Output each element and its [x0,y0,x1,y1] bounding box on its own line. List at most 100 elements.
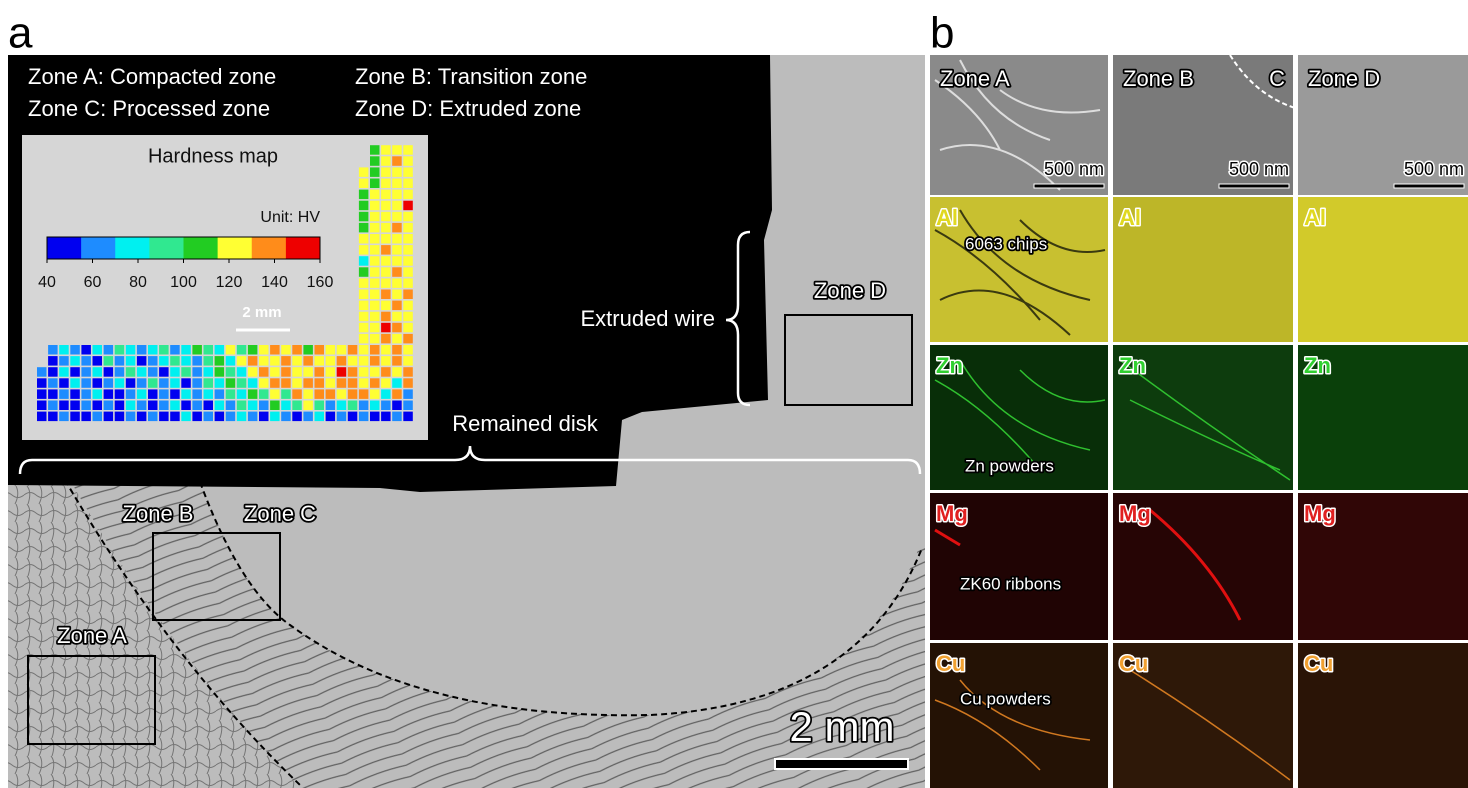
hardness-cell [237,401,247,411]
hardness-cell [281,401,291,411]
hardness-cell [270,345,280,355]
hardness-cell [381,401,391,411]
hardness-cell [248,356,258,366]
hardness-cell [348,378,358,388]
hardness-cell [359,378,369,388]
hardness-cell [270,412,280,422]
hardness-cell [270,367,280,377]
hardness-cell [248,345,258,355]
hardness-cell [359,334,369,344]
hardness-cell [126,401,136,411]
hardness-cell [215,356,225,366]
hardness-cell [248,378,258,388]
hardness-cell [403,412,413,422]
hardness-cell [348,356,358,366]
hardness-cell [81,367,91,377]
hardness-cell [170,345,180,355]
hardness-cell [181,378,191,388]
hardness-cell [381,334,391,344]
hardness-cell [326,367,336,377]
zone-label: Zone D [814,278,886,303]
hardness-cell [392,212,402,222]
hardness-cell [392,356,402,366]
hardness-cell [115,367,125,377]
hardness-cell [370,156,380,166]
hardness-cell [115,378,125,388]
hardness-cell [403,367,413,377]
hardness-cell [392,167,402,177]
hardness-cell [48,401,58,411]
map-title: Hardness map [148,145,278,167]
hardness-cell [126,389,136,399]
hardness-cell [248,401,258,411]
hardness-cell [370,256,380,266]
hardness-cell [126,367,136,377]
hardness-cell [403,245,413,255]
hardness-cell [337,345,347,355]
colorbar-tick-label: 80 [129,274,147,291]
hardness-cell [381,179,391,189]
hardness-cell [70,389,80,399]
hardness-cell [292,412,302,422]
hardness-cell [237,367,247,377]
hardness-cell [59,401,68,411]
hardness-cell [392,367,402,377]
colorbar-segment [218,237,253,259]
legend-text: Zone A: Compacted zone [28,64,276,89]
hardness-cell [326,401,336,411]
annotation: Extruded wire [580,306,715,331]
hardness-cell [170,401,180,411]
hardness-cell [403,278,413,288]
hardness-cell [381,312,391,322]
hardness-cell [259,356,269,366]
column-label: Zone B [1123,66,1194,91]
legend-text: Zone B: Transition zone [355,64,587,89]
hardness-cell [104,367,114,377]
hardness-cell [381,356,391,366]
hardness-cell [359,245,369,255]
hardness-cell [159,378,169,388]
hardness-cell [81,389,91,399]
hardness-cell [115,345,125,355]
hardness-cell [337,378,347,388]
hardness-cell [259,412,269,422]
hardness-cell [248,389,258,399]
hardness-cell [270,356,280,366]
hardness-cell [137,378,147,388]
hardness-cell [192,401,202,411]
figure: 406080100120140160 a Zone A: Compacted z… [0,0,1468,788]
hardness-cell [381,190,391,200]
hardness-cell [403,290,413,300]
hardness-cell [326,345,336,355]
hardness-cell [315,378,325,388]
hardness-cell [192,356,202,366]
hardness-cell [281,356,291,366]
hardness-cell [392,301,402,311]
hardness-cell [115,356,125,366]
hardness-cell [59,412,68,422]
zone-label: Zone B [123,501,194,526]
hardness-cell [215,378,225,388]
hardness-cell [148,367,158,377]
hardness-cell [392,378,402,388]
hardness-cell [403,267,413,277]
hardness-cell [248,367,258,377]
hardness-cell [137,356,147,366]
hardness-cell [237,412,247,422]
hardness-cell [337,401,347,411]
hardness-cell [192,412,202,422]
hardness-cell [370,345,380,355]
hardness-cell [381,267,391,277]
hardness-cell [215,401,225,411]
hardness-cell [126,378,136,388]
hardness-cell [403,167,413,177]
hardness-cell [315,401,325,411]
hardness-cell [259,389,269,399]
hardness-cell [315,367,325,377]
hardness-cell [392,401,402,411]
hardness-cell [226,356,236,366]
legend-text: Zone D: Extruded zone [355,96,581,121]
hardness-cell [403,334,413,344]
hardness-cell [403,256,413,266]
hardness-cell [281,367,291,377]
